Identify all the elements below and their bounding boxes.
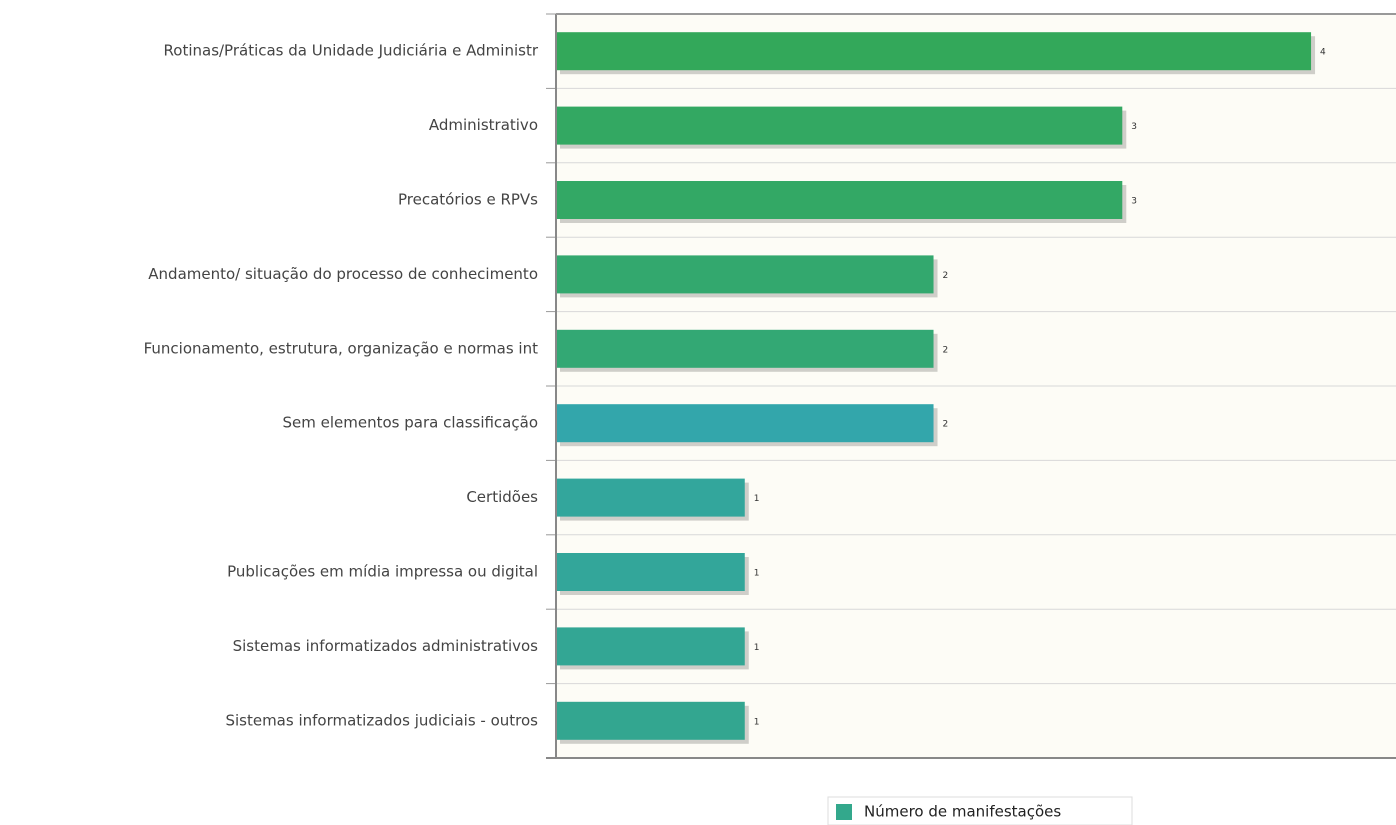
data-label: 3 <box>1131 197 1137 207</box>
bar <box>556 181 1123 219</box>
bar <box>556 553 745 591</box>
data-label: 2 <box>943 345 949 355</box>
data-label: 1 <box>754 717 760 727</box>
legend-swatch <box>836 804 852 820</box>
y-tick-label: Andamento/ situação do processo de conhe… <box>148 265 538 283</box>
data-label: 3 <box>1131 122 1137 132</box>
data-label: 1 <box>754 643 760 653</box>
y-tick-label: Sistemas informatizados administrativos <box>233 637 539 655</box>
bar <box>556 627 745 666</box>
y-tick-label: Administrativo <box>429 116 538 134</box>
y-tick-label: Certidões <box>466 488 538 506</box>
bar <box>556 329 934 368</box>
y-tick-label: Funcionamento, estrutura, organização e … <box>144 339 538 357</box>
y-tick-label: Sistemas informatizados judiciais - outr… <box>225 711 538 729</box>
data-label: 2 <box>943 271 949 281</box>
y-tick-label: Precatórios e RPVs <box>398 191 538 209</box>
bar <box>556 255 934 294</box>
bar <box>556 478 745 517</box>
bar <box>556 404 934 443</box>
data-label: 2 <box>943 420 949 430</box>
legend-box <box>827 796 1133 825</box>
data-label: 1 <box>754 569 760 579</box>
bar <box>556 701 745 740</box>
legend-label: Número de manifestações <box>864 803 1061 821</box>
y-tick-label: Publicações em mídia impressa ou digital <box>227 563 538 581</box>
bar <box>556 32 1312 71</box>
bar <box>556 106 1123 145</box>
y-tick-label: Rotinas/Práticas da Unidade Judiciária e… <box>164 42 539 60</box>
y-tick-label: Sem elementos para classificação <box>283 414 539 432</box>
data-label: 1 <box>754 494 760 504</box>
data-label: 4 <box>1320 48 1326 58</box>
